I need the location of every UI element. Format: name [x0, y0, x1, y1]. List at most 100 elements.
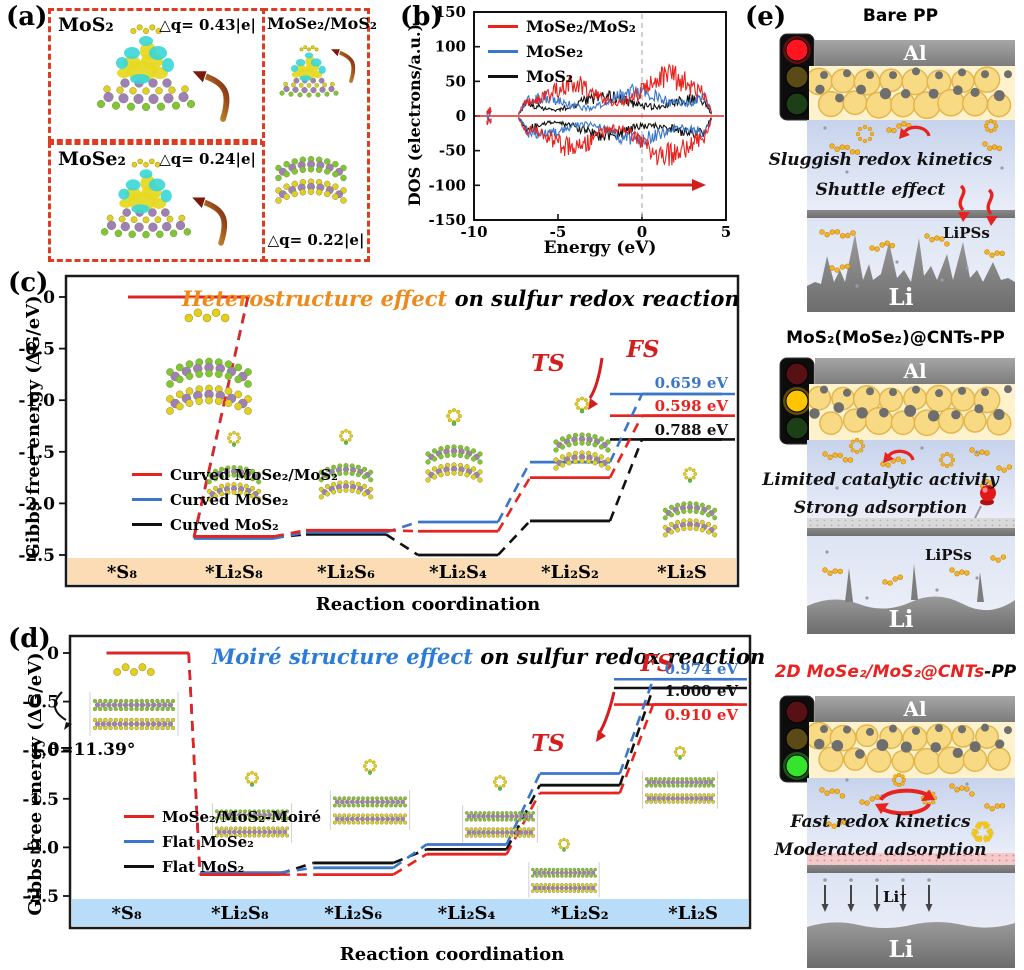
li-anode-bumps [807, 564, 1015, 634]
lipss-label: LiPSs [943, 224, 990, 242]
al-label: Al [903, 697, 927, 721]
svg-text:*Li₂S: *Li₂S [657, 562, 707, 583]
legend-line-swatch [124, 815, 154, 818]
dos-legend-entry: MoS₂ [488, 64, 636, 89]
bare-pp-cell: Bare PP Al Sluggish redox kinetics Shutt… [737, 0, 1024, 318]
legend-series-name: MoSe₂/MoS₂-Moiré [162, 807, 322, 826]
panel-c-x-axis-label: Reaction coordination [315, 594, 541, 615]
charge-transfer-value: △q= 0.43|e| [159, 16, 256, 34]
li-label: Li [888, 284, 914, 311]
cell3-title-highlight: 2D MoSe₂/MoS₂@CNTs [774, 662, 985, 682]
svg-text:*Li₂S₈: *Li₂S₈ [205, 562, 263, 583]
al-current-collector: Al [815, 40, 1015, 66]
li-anode-dendrites [807, 234, 1015, 312]
cell3-title-rest: -PP [984, 662, 1017, 682]
twist-angle-label: θ=11.39° [48, 740, 136, 760]
final-state-label: FS [626, 336, 660, 363]
legend-series-name: Curved MoSe₂ [170, 490, 289, 509]
legend-line-swatch [132, 473, 162, 476]
svg-text:0: 0 [637, 223, 647, 241]
legend-line-swatch [488, 50, 518, 53]
traffic-light-green-icon [779, 695, 815, 783]
transition-state-label: TS [531, 730, 565, 757]
svg-text:*Li₂S: *Li₂S [668, 903, 718, 924]
molecule-label: MoSe₂ [58, 148, 126, 170]
svg-text:-0.5: -0.5 [22, 693, 59, 713]
sulfur-cathode-layer [809, 384, 1015, 440]
svg-text:*Li₂S₈: *Li₂S₈ [211, 903, 269, 924]
cell2-title: MoS₂(MoSe₂)@CNTs-PP [786, 328, 1005, 348]
legend-line-swatch [488, 25, 518, 28]
molecule-label: MoSe₂/MoS₂ [267, 14, 377, 33]
panel-d-gibbs-chart: (d) 0 -0.5 -1.0 -1.5 -2.0 -2.5 *S₈ *Li₂S₈ *Li₂S₆… [2, 618, 765, 970]
legend-line-swatch [124, 840, 154, 843]
kinetics-text: Sluggish redox kinetics [768, 150, 993, 170]
svg-text:*Li₂S₂: *Li₂S₂ [551, 903, 609, 924]
hetero-step-plot: 0 -0.5 -1.0 -1.5 -2.0 -2.5 *S₈ *Li₂S₈ *Li₂S₆ *Li₂… [18, 274, 740, 588]
pp-separator [807, 528, 1015, 536]
li-label: Li [888, 936, 914, 963]
svg-text:150: 150 [435, 3, 466, 21]
panel-c-gibbs-chart: (c) 0 -0.5 -1.0 -1.5 -2.0 -2.5 *S₈ *Li₂S₈ *Li₂S₆… [2, 266, 744, 618]
adsorption-text: Strong adsorption [793, 498, 968, 518]
panel-c-y-axis-label: Gibbs free energy (ΔG/eV) [23, 295, 44, 559]
panel-d-y-axis-label: Gibbs free energy (ΔG/eV) [25, 652, 46, 916]
panel-d-legend: MoSe₂/MoS₂-Moiré Flat MoSe₂ Flat MoS₂ [124, 804, 321, 879]
svg-text:100: 100 [435, 38, 466, 56]
panel-b-label: (b) [400, 2, 443, 32]
al-current-collector: Al [815, 696, 1015, 722]
svg-text:5: 5 [721, 223, 731, 241]
barrier-value-heterostructure: 0.598 eV [654, 397, 728, 415]
al-current-collector: Al [815, 358, 1015, 384]
svg-text:*S₈: *S₈ [112, 903, 142, 924]
barrier-value-mose2: 0.659 eV [654, 374, 728, 392]
svg-text:-100: -100 [428, 176, 466, 194]
svg-text:-2.5: -2.5 [18, 546, 55, 566]
svg-text:*Li₂S₆: *Li₂S₆ [324, 903, 382, 924]
moire-cnts-pp-cell: 2D MoSe₂/MoS₂@CNTs-PP Al Fast redox kine… [737, 648, 1024, 970]
svg-text:*Li₂S₄: *Li₂S₄ [438, 903, 496, 924]
svg-text:50: 50 [445, 72, 466, 90]
panel-d-title-rest: on sulfur redox reaction [472, 644, 766, 669]
bare-pp-title: Bare PP [862, 6, 939, 26]
li-ion-label: Li⁺ [883, 888, 908, 906]
svg-text:-2.0: -2.0 [18, 494, 55, 514]
panel-d-title: Moiré structure effect on sulfur redox r… [212, 644, 765, 669]
legend-entry: Curved MoSe₂/MoS₂ [132, 462, 338, 487]
dos-x-axis-label: Energy (eV) [543, 238, 657, 258]
electrolyte-upper-region [807, 120, 1015, 210]
legend-entry: Flat MoSe₂ [124, 829, 321, 854]
legend-line-swatch [132, 523, 162, 526]
traffic-light-red-icon [779, 33, 815, 121]
panel-a: (a) MoS₂ △q= 0.43|e| MoSe₂ △q= 0.24|e| M… [2, 2, 377, 262]
panel-a-box-mose2: MoSe₂ △q= 0.24|e| [48, 142, 266, 262]
svg-text:-10: -10 [460, 223, 487, 241]
svg-text:0: 0 [47, 644, 59, 664]
panel-d-title-highlight: Moiré structure effect [212, 644, 473, 669]
dos-y-axis-label: DOS (electrons/a.u.) [405, 23, 424, 207]
panel-a-box-heterostructure: MoSe₂/MoS₂ △q= 0.22|e| [262, 8, 377, 262]
mos2-charge-density-structure [96, 24, 232, 124]
panel-a-box-mos2: MoS₂ △q= 0.43|e| [48, 8, 266, 142]
panel-e-label: (e) [745, 2, 787, 32]
legend-line-swatch [488, 75, 518, 78]
panel-c-title: Heterostructure effect on sulfur redox r… [182, 286, 740, 311]
panel-e-schematics: (e) Bare PP Al Sluggish redox kinetics S… [737, 0, 1024, 970]
mose2-charge-density-structure [100, 158, 229, 248]
panel-d-label: (d) [8, 624, 51, 654]
dos-legend: MoSe₂/MoS₂ MoSe₂ MoS₂ [488, 14, 636, 89]
dos-legend-entry: MoSe₂ [488, 39, 636, 64]
cell2-decorations [822, 437, 1013, 600]
catalyst-coating-layer [807, 853, 1015, 865]
panel-c-label: (c) [8, 268, 49, 298]
legend-series-name: MoSe₂ [526, 42, 584, 61]
charge-transfer-value: △q= 0.22|e| [267, 231, 365, 249]
panel-c-title-highlight: Heterostructure effect [182, 286, 448, 311]
kinetics-text: Fast redox kinetics [790, 812, 971, 832]
svg-text:-1.5: -1.5 [18, 443, 55, 463]
bare-pp-decorations [819, 118, 1005, 288]
svg-text:-5: -5 [550, 223, 567, 241]
svg-text:-0.5: -0.5 [18, 340, 55, 360]
panel-d-x-axis-label: Reaction coordination [339, 944, 565, 965]
